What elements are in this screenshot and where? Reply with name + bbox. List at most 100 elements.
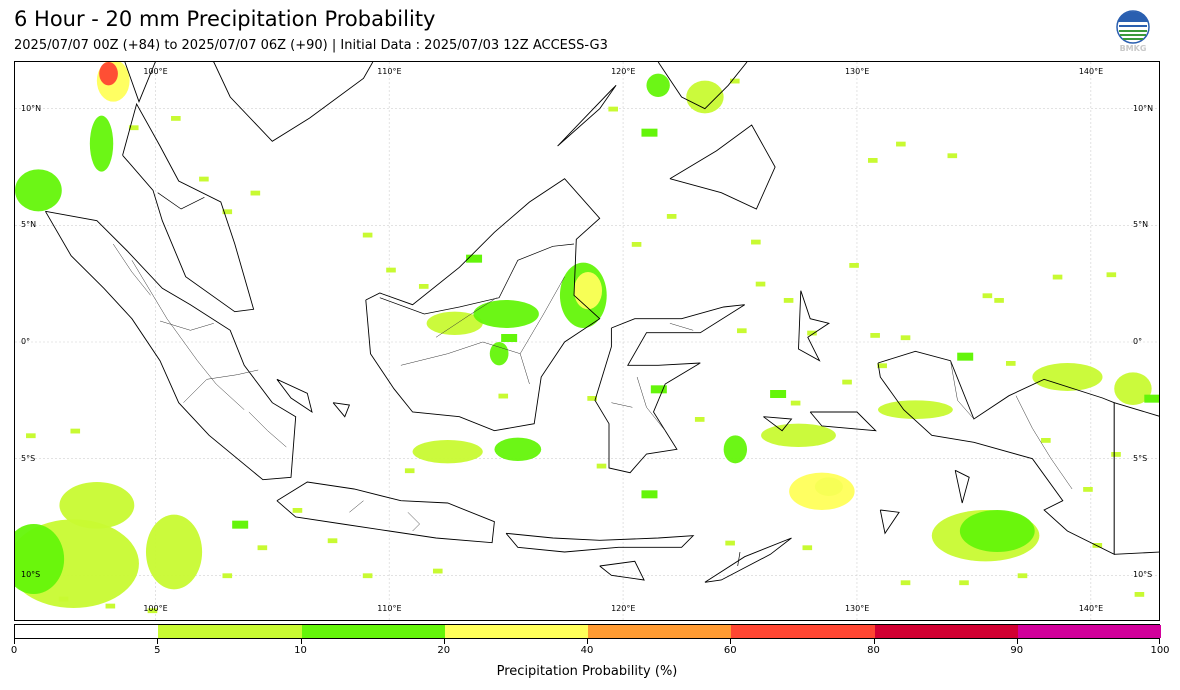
precip-cell [694,417,705,422]
precip-cell [807,330,817,336]
lon-label-bottom: 110°E [377,604,402,613]
precip-cell [1111,452,1121,457]
precip-cell [849,263,859,268]
colorbar-tick [443,639,445,644]
precip-cell [1041,438,1051,443]
precip-cell [900,335,911,341]
lon-label-bottom: 140°E [1078,604,1104,613]
province-line [407,512,420,532]
lat-label-right: 0° [1133,337,1143,346]
lat-label-left: 5°N [21,220,37,230]
precip-cell [666,214,677,219]
precip-cell [1017,573,1028,579]
precip-cell [870,333,880,338]
lat-label-right: 10°S [1133,570,1153,580]
province-line [519,276,565,354]
colorbar-segment [588,625,732,638]
precip-area [15,524,65,594]
border-thai-malay [157,192,205,210]
coastline-png [1114,402,1159,555]
colorbar-tick [157,639,159,644]
colorbar-tick-label: 80 [867,645,880,656]
precip-cell [1083,487,1093,492]
precip-cell [327,538,338,544]
colorbar-segment [444,625,588,638]
precip-cell [432,568,443,574]
precip-cell [232,520,249,529]
precip-cell [641,490,658,499]
lat-label-right: 10°N [1133,103,1154,113]
page-title: 6 Hour - 20 mm Precipitation Probability [14,7,436,31]
lat-label-left: 5°S [21,453,36,463]
coastline-papua [877,350,1115,556]
page-subtitle: 2025/07/07 00Z (+84) to 2025/07/07 06Z (… [14,38,608,53]
lon-label-top: 100°E [143,67,168,76]
coastline-sumatra [45,210,297,481]
colorbar-segment [874,625,1018,638]
precip-area [761,423,836,448]
precip-cell [770,390,787,398]
coastline-indochina [124,62,374,142]
precip-cell [641,128,658,137]
precip-area [723,435,748,464]
lon-label-top: 110°E [377,67,402,76]
precip-cell [362,232,373,238]
province-line [248,411,287,448]
precip-cell [896,141,906,147]
province-line [611,402,633,408]
precip-cell [783,298,794,303]
coastline-seram [809,411,877,432]
province-line [636,376,666,431]
colorbar-tick [1016,639,1018,644]
colorbar-tick-label: 90 [1010,645,1024,656]
precip-area [89,115,114,172]
precip-cell [128,125,139,131]
precip-cell [957,352,974,361]
precip-cell [250,190,261,196]
precip-cell [994,298,1004,303]
precip-cell [498,393,509,399]
province-line [435,297,497,338]
province-line [950,360,975,420]
coastline-sumba [599,560,645,581]
precip-cell [867,158,878,163]
precip-cell [725,540,735,546]
province-line [159,320,214,331]
coastline-timor [704,537,792,583]
lon-label-top: 140°E [1078,67,1104,76]
precip-cell [982,293,993,299]
precip-cell [737,328,747,334]
precip-area [573,272,603,310]
coastline-halmahera [798,290,831,362]
precip-cell [1005,361,1016,366]
precip-cell [596,463,607,469]
coastline-buru [763,416,793,432]
lon-label-top: 120°E [611,67,636,76]
precip-cell [147,608,158,614]
province-line [349,500,364,513]
colorbar-tick-label: 40 [580,645,594,656]
precip-area [959,510,1035,552]
precip-area [1114,372,1152,405]
coastline-palawan [557,84,617,147]
precip-area [489,342,509,366]
precip-area [686,80,724,114]
colorbar-tick [14,639,15,644]
colorbar-tick [730,639,732,644]
logo-text: BMKG [1119,44,1147,53]
colorbar-segment [301,625,445,638]
colorbar-tick-label: 60 [723,645,737,656]
precip-cell [790,400,801,406]
precip-cell [877,363,887,369]
colorbar-segment [731,625,875,638]
precip-cell [947,153,958,159]
lat-label-right: 5°N [1133,220,1149,230]
colorbar-tick-label: 5 [154,645,161,656]
precip-area [99,62,118,86]
precip-area [145,514,203,590]
precip-area [494,437,542,462]
colorbar-label: Precipitation Probability (%) [496,664,678,679]
map-panel[interactable]: 100°E 100°E 110°E 110°E 120°E 120°E 130°E 130°E… [14,61,1160,621]
precip-cell [755,281,766,287]
coastline-visayas-luzon [657,62,748,110]
